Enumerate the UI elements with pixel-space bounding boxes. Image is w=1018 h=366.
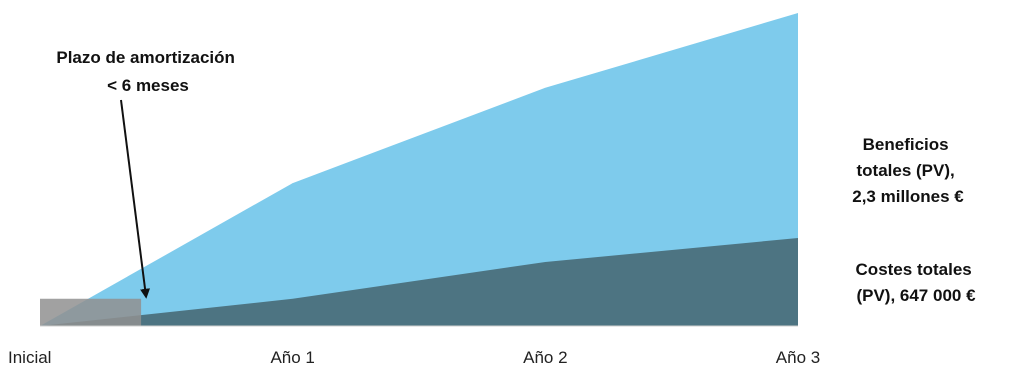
benefits-annotation-line3: 2,3 millones €: [852, 187, 964, 206]
x-tick-label: Año 3: [776, 348, 820, 366]
costs-annotation-line1: Costes totales: [856, 260, 972, 279]
initial-cost-area: [40, 298, 142, 326]
payback-annotation: Plazo de amortización < 6 meses: [56, 48, 239, 95]
costs-annotation: Costes totales (PV), 647 000 €: [856, 260, 977, 305]
payback-annotation-line1: Plazo de amortización: [56, 48, 235, 67]
costs-area: [40, 238, 798, 326]
benefits-annotation-line1: Beneficios: [863, 135, 949, 154]
payback-annotation-line2: < 6 meses: [107, 76, 189, 95]
costs-annotation-line2: (PV), 647 000 €: [856, 286, 976, 305]
x-tick-label: Año 2: [523, 348, 567, 366]
x-tick-label: Año 1: [270, 348, 314, 366]
benefits-annotation: Beneficios totales (PV), 2,3 millones €: [852, 135, 964, 206]
x-tick-label: Inicial: [8, 348, 51, 366]
benefits-annotation-line2: totales (PV),: [857, 161, 955, 180]
payback-arrow: [120, 99, 151, 299]
benefits-area: [40, 13, 798, 326]
